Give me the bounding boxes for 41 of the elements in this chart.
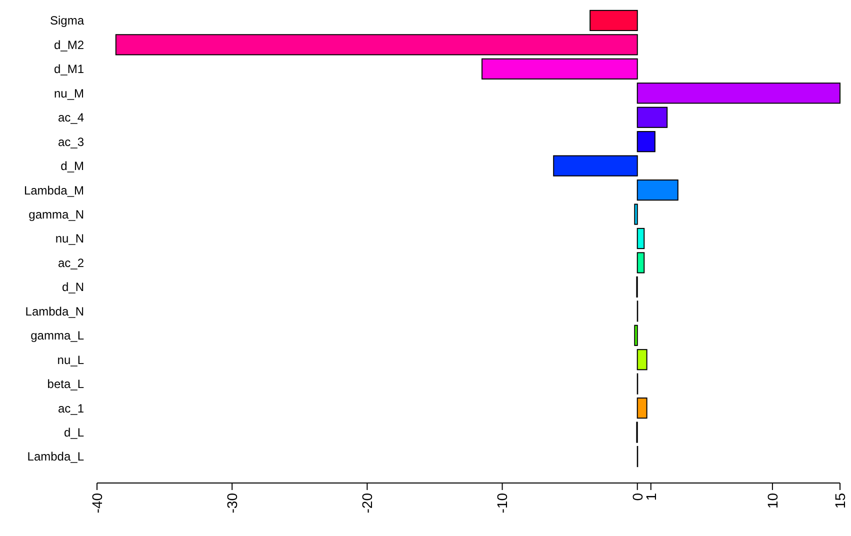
- y-tick-label: Lambda_N: [25, 304, 84, 318]
- bar: [634, 324, 638, 346]
- bar: [636, 82, 840, 104]
- x-tick-label: -10: [494, 492, 510, 514]
- x-tick-label: 1: [642, 492, 659, 501]
- y-tick-label: ac_3: [58, 134, 84, 149]
- x-tick-label: 10: [764, 492, 780, 509]
- x-tick-label: -40: [88, 492, 105, 514]
- bar: [482, 58, 638, 80]
- bar: [636, 228, 645, 250]
- y-tick-label: ac_4: [58, 110, 84, 125]
- x-tick-label: -30: [224, 492, 240, 514]
- bar: [590, 10, 638, 32]
- bar: [636, 106, 668, 128]
- y-tick-label: nu_N: [55, 232, 84, 246]
- y-tick-label: nu_L: [57, 352, 84, 367]
- y-tick-label: beta_L: [47, 377, 84, 392]
- x-tick-label: 15: [832, 492, 848, 509]
- y-tick-label: d_N: [62, 280, 84, 294]
- y-tick-label: d_L: [64, 426, 84, 440]
- bar: [636, 349, 648, 370]
- bar: [634, 204, 638, 225]
- y-tick-label: Lambda_M: [24, 183, 84, 198]
- y-tick-label: Sigma: [50, 14, 84, 28]
- bar: [636, 252, 645, 274]
- bar: [553, 155, 638, 176]
- bar: [115, 34, 638, 56]
- y-tick-label: d_M: [60, 159, 84, 174]
- bar: [636, 398, 648, 419]
- y-tick-label: gamma_N: [28, 207, 84, 222]
- y-tick-label: gamma_L: [30, 328, 84, 343]
- x-tick-label: 0: [629, 492, 646, 501]
- bar: [636, 131, 656, 152]
- y-tick-label: Lambda_L: [27, 450, 84, 464]
- x-tick-label: -20: [359, 492, 376, 514]
- bar: [636, 179, 678, 201]
- y-tick-label: ac_1: [58, 401, 84, 416]
- y-tick-label: d_M1: [54, 62, 84, 76]
- y-tick-label: d_M2: [54, 38, 84, 52]
- y-tick-label: ac_2: [58, 256, 84, 270]
- y-tick-label: nu_M: [54, 86, 84, 100]
